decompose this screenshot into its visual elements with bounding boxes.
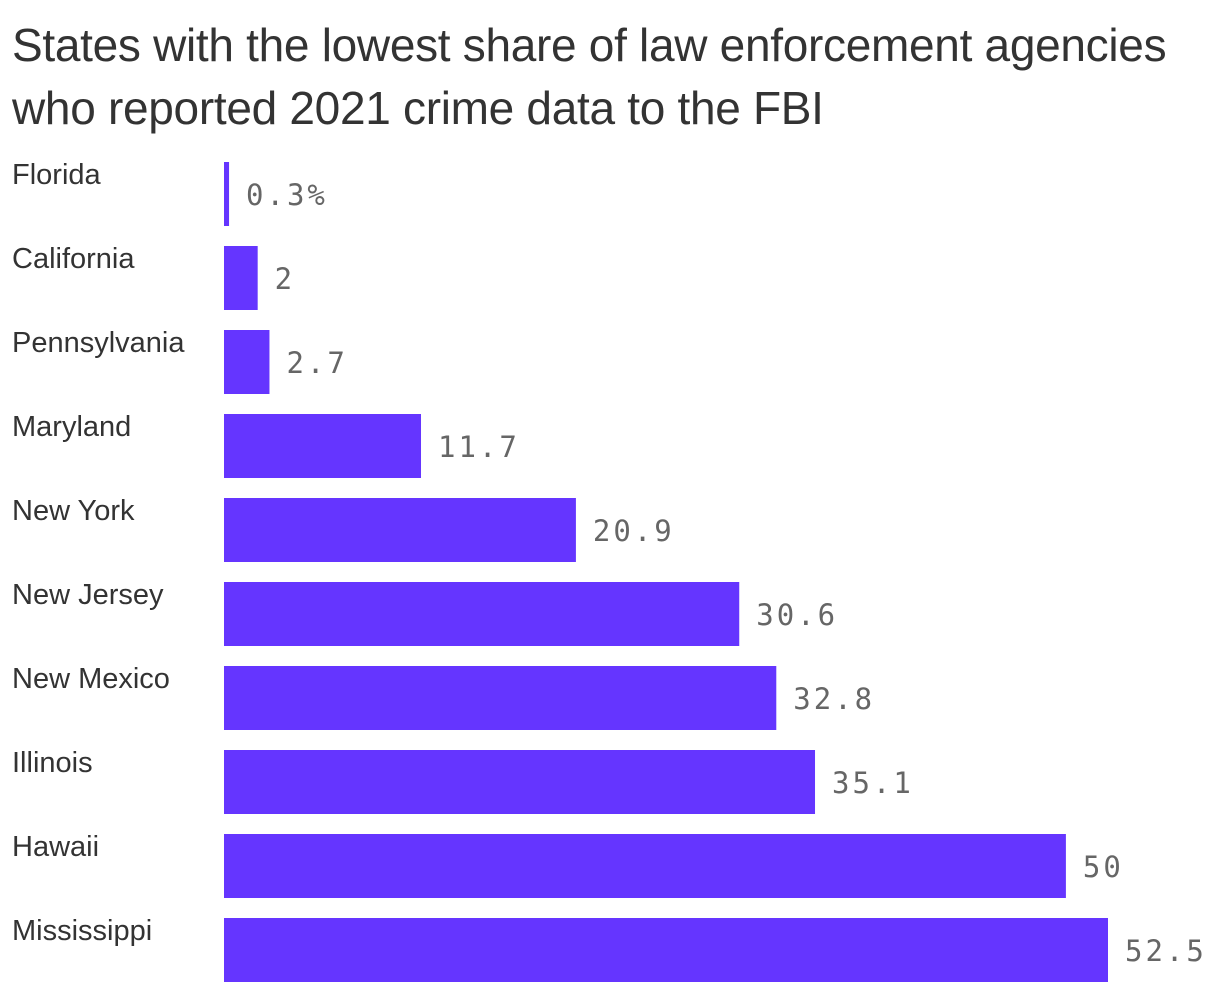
category-label: Mississippi <box>12 915 152 947</box>
value-label: 35.1 <box>832 766 914 800</box>
bar-row: Hawaii 50 <box>12 831 1124 898</box>
bar <box>224 918 1108 982</box>
value-label: 30.6 <box>756 598 838 632</box>
bar-row: Mississippi 52.5 <box>12 915 1207 982</box>
bar <box>224 162 230 226</box>
bar-row: Maryland 11.7 <box>12 411 520 478</box>
bar-row: New York 20.9 <box>12 495 675 562</box>
bar <box>224 750 816 814</box>
bar <box>224 582 740 646</box>
bar-row: Illinois 35.1 <box>12 747 914 814</box>
chart-title: States with the lowest share of law enfo… <box>12 19 1167 134</box>
category-label: New Jersey <box>12 579 164 611</box>
value-label: 52.5 <box>1125 934 1207 968</box>
bar <box>224 498 576 562</box>
value-label: 2.7 <box>286 346 347 380</box>
bar-row: New Mexico 32.8 <box>12 663 875 730</box>
bar <box>224 666 777 730</box>
bar-row: Florida 0.3% <box>12 159 328 226</box>
bar-row: New Jersey 30.6 <box>12 579 838 646</box>
value-label: 50 <box>1083 850 1124 884</box>
category-label: Illinois <box>12 747 93 779</box>
bar <box>224 834 1066 898</box>
category-label: New Mexico <box>12 663 170 695</box>
value-label: 11.7 <box>438 430 520 464</box>
value-label: 20.9 <box>593 514 675 548</box>
category-label: Maryland <box>12 411 131 443</box>
bar <box>224 246 258 310</box>
bar <box>224 330 270 394</box>
category-label: California <box>12 243 135 275</box>
category-label: New York <box>12 495 135 527</box>
category-label: Florida <box>12 159 102 191</box>
category-label: Hawaii <box>12 831 99 863</box>
bar <box>224 414 422 478</box>
bar-row: Pennsylvania 2.7 <box>12 327 347 394</box>
value-label: 2 <box>275 262 295 296</box>
value-label: 32.8 <box>793 682 875 716</box>
category-label: Pennsylvania <box>12 327 185 359</box>
bar-row: California 2 <box>12 243 295 310</box>
value-label: 0.3% <box>246 178 328 212</box>
